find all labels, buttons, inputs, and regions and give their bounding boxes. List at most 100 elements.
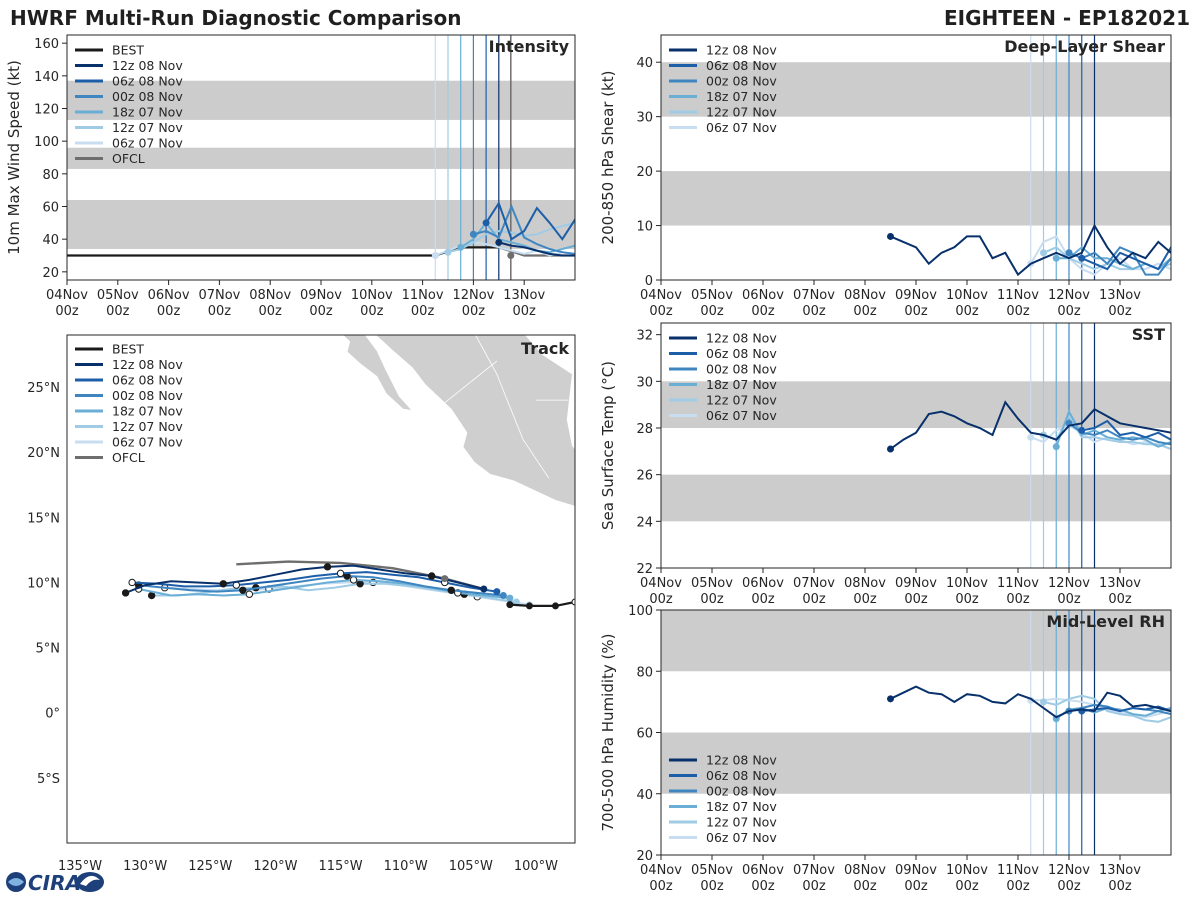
shear-xtick-label-part: 00z bbox=[802, 304, 826, 319]
sst-xtick-label-part: 07Nov bbox=[793, 576, 835, 591]
track-legend-label: 18z 07 Nov bbox=[112, 404, 183, 419]
sst-xtick-label-part: 00z bbox=[1006, 592, 1030, 607]
shear-series-line bbox=[1081, 246, 1171, 271]
shear-xtick-label: 08Nov 00z bbox=[844, 288, 886, 319]
sst-xtick-label-part: 10Nov bbox=[946, 576, 988, 591]
rh-xtick-label-part: 00z bbox=[751, 879, 775, 894]
rh-xtick-label-part: 11Nov bbox=[997, 863, 1039, 878]
track-day-marker bbox=[356, 580, 364, 588]
track-day-marker bbox=[349, 576, 358, 584]
shear-init-marker bbox=[1078, 254, 1086, 262]
sst-xtick-label-part: 08Nov bbox=[844, 576, 886, 591]
rh-xtick-label-part: 00z bbox=[1006, 879, 1030, 894]
track-series-line bbox=[125, 564, 485, 594]
shear-legend-label: 12z 07 Nov bbox=[706, 105, 777, 120]
rh-xtick-label-part: 07Nov bbox=[793, 863, 835, 878]
intensity-legend-label: 12z 07 Nov bbox=[112, 120, 183, 135]
track-ytick-label: 5°N bbox=[36, 642, 61, 657]
shear-ytick-label: 40 bbox=[636, 56, 653, 71]
logo-swirl-icon bbox=[76, 872, 104, 892]
shear-xtick-label: 04Nov 00z bbox=[640, 288, 682, 319]
rh-series-group bbox=[887, 685, 1171, 723]
shear-xtick-label-part: 10Nov bbox=[946, 288, 988, 303]
storm-name: EIGHTEEN - EP182021 bbox=[944, 6, 1190, 30]
track-legend-label: 06z 07 Nov bbox=[112, 435, 183, 450]
intensity-xtick-label: 06Nov 00z bbox=[148, 288, 190, 319]
sst-ytick-label: 24 bbox=[636, 515, 653, 530]
best-track-marker bbox=[525, 602, 533, 610]
figure-title: HWRF Multi-Run Diagnostic Comparison bbox=[10, 6, 461, 30]
track-legend-label: OFCL bbox=[112, 450, 145, 465]
rh-xtick-label-part: 00z bbox=[853, 879, 877, 894]
shear-xtick-label-part: 13Nov bbox=[1099, 288, 1141, 303]
shear-xtick-label-part: 00z bbox=[955, 304, 979, 319]
intensity-xtick-label-part: 00z bbox=[360, 304, 384, 319]
rh-xtick-label-part: 00z bbox=[802, 879, 826, 894]
shear-xtick-label-part: 08Nov bbox=[844, 288, 886, 303]
track-legend-label: 06z 08 Nov bbox=[112, 373, 183, 388]
sst-xtick-label: 13Nov 00z bbox=[1099, 576, 1141, 607]
shear-xtick-label-part: 00z bbox=[1006, 304, 1030, 319]
intensity-title: Intensity bbox=[489, 37, 570, 56]
shear-series-line bbox=[890, 223, 1171, 277]
sst-series-line bbox=[1068, 422, 1171, 446]
track-ytick-label: 5°S bbox=[37, 772, 60, 787]
sst-band bbox=[661, 381, 1171, 428]
intensity-xtick-label-part: 00z bbox=[157, 304, 181, 319]
shear-xtick-label-part: 12Nov bbox=[1048, 288, 1090, 303]
intensity-xtick-label-part: 00z bbox=[513, 304, 537, 319]
state-border bbox=[431, 360, 498, 414]
track-ytick-label: 10°N bbox=[27, 576, 60, 591]
intensity-xtick-label-part: 00z bbox=[259, 304, 283, 319]
shear-init-marker bbox=[1040, 249, 1047, 257]
track-day-marker bbox=[121, 589, 130, 597]
intensity-xtick-label-part: 04Nov bbox=[46, 288, 88, 303]
track-xtick-label: 125°W bbox=[188, 859, 232, 874]
rh-xtick-label-part: 00z bbox=[649, 879, 673, 894]
rh-legend-label: 06z 07 Nov bbox=[706, 830, 777, 845]
intensity-ytick-label: 40 bbox=[42, 233, 59, 248]
intensity-legend-label: OFCL bbox=[112, 151, 145, 166]
shear-xtick-label: 07Nov 00z bbox=[793, 288, 835, 319]
rh-ytick-label: 60 bbox=[636, 727, 653, 742]
rh-xtick-label-part: 00z bbox=[1057, 879, 1081, 894]
rh-xtick-label: 12Nov 00z bbox=[1048, 863, 1090, 894]
rh-series-line bbox=[1081, 705, 1171, 713]
track-xtick-label: 130°W bbox=[123, 859, 167, 874]
shear-xtick-label: 13Nov 00z bbox=[1099, 288, 1141, 319]
sst-init-marker bbox=[1027, 433, 1035, 441]
rh-legend-label: 00z 08 Nov bbox=[706, 784, 777, 799]
rh-xtick-label: 10Nov 00z bbox=[946, 863, 988, 894]
rh-xtick-label-part: 12Nov bbox=[1048, 863, 1090, 878]
shear-legend-label: 00z 08 Nov bbox=[706, 74, 777, 89]
rh-xtick-label-part: 09Nov bbox=[895, 863, 937, 878]
shear-legend-label: 06z 07 Nov bbox=[706, 120, 777, 135]
state-border bbox=[627, 478, 640, 517]
rh-init-marker bbox=[1040, 698, 1047, 706]
sst-xtick-label-part: 04Nov bbox=[640, 576, 682, 591]
track-xtick-label: 100°W bbox=[514, 859, 558, 874]
intensity-ytick-label: 160 bbox=[34, 37, 59, 52]
intensity-series-line bbox=[434, 241, 575, 257]
sst-xtick-label-part: 12Nov bbox=[1048, 576, 1090, 591]
sst-xtick-label-part: 00z bbox=[802, 592, 826, 607]
intensity-xtick-label-part: 00z bbox=[106, 304, 130, 319]
intensity-xtick-label: 04Nov 00z bbox=[46, 288, 88, 319]
best-track-marker bbox=[571, 598, 575, 606]
rh-series-line bbox=[1030, 697, 1171, 719]
sst-ytick-label: 32 bbox=[636, 329, 653, 344]
sst-title: SST bbox=[1132, 325, 1165, 344]
sst-xtick-label: 09Nov 00z bbox=[895, 576, 937, 607]
intensity-legend-label: 18z 07 Nov bbox=[112, 105, 183, 120]
intensity-legend-label: 06z 07 Nov bbox=[112, 136, 183, 151]
shear-xtick-label: 10Nov 00z bbox=[946, 288, 988, 319]
rh-ylabel: 700-500 hPa Humidity (%) bbox=[599, 633, 617, 831]
track-ytick-label: 0° bbox=[45, 707, 60, 722]
sst-xtick-label: 11Nov 00z bbox=[997, 576, 1039, 607]
best-track-marker bbox=[506, 601, 514, 609]
intensity-ylabel: 10m Max Wind Speed (kt) bbox=[5, 60, 23, 255]
shear-xtick-label-part: 05Nov bbox=[691, 288, 733, 303]
sst-xtick-label-part: 09Nov bbox=[895, 576, 937, 591]
track-series-line bbox=[138, 574, 504, 597]
shear-series-line bbox=[1068, 246, 1171, 276]
